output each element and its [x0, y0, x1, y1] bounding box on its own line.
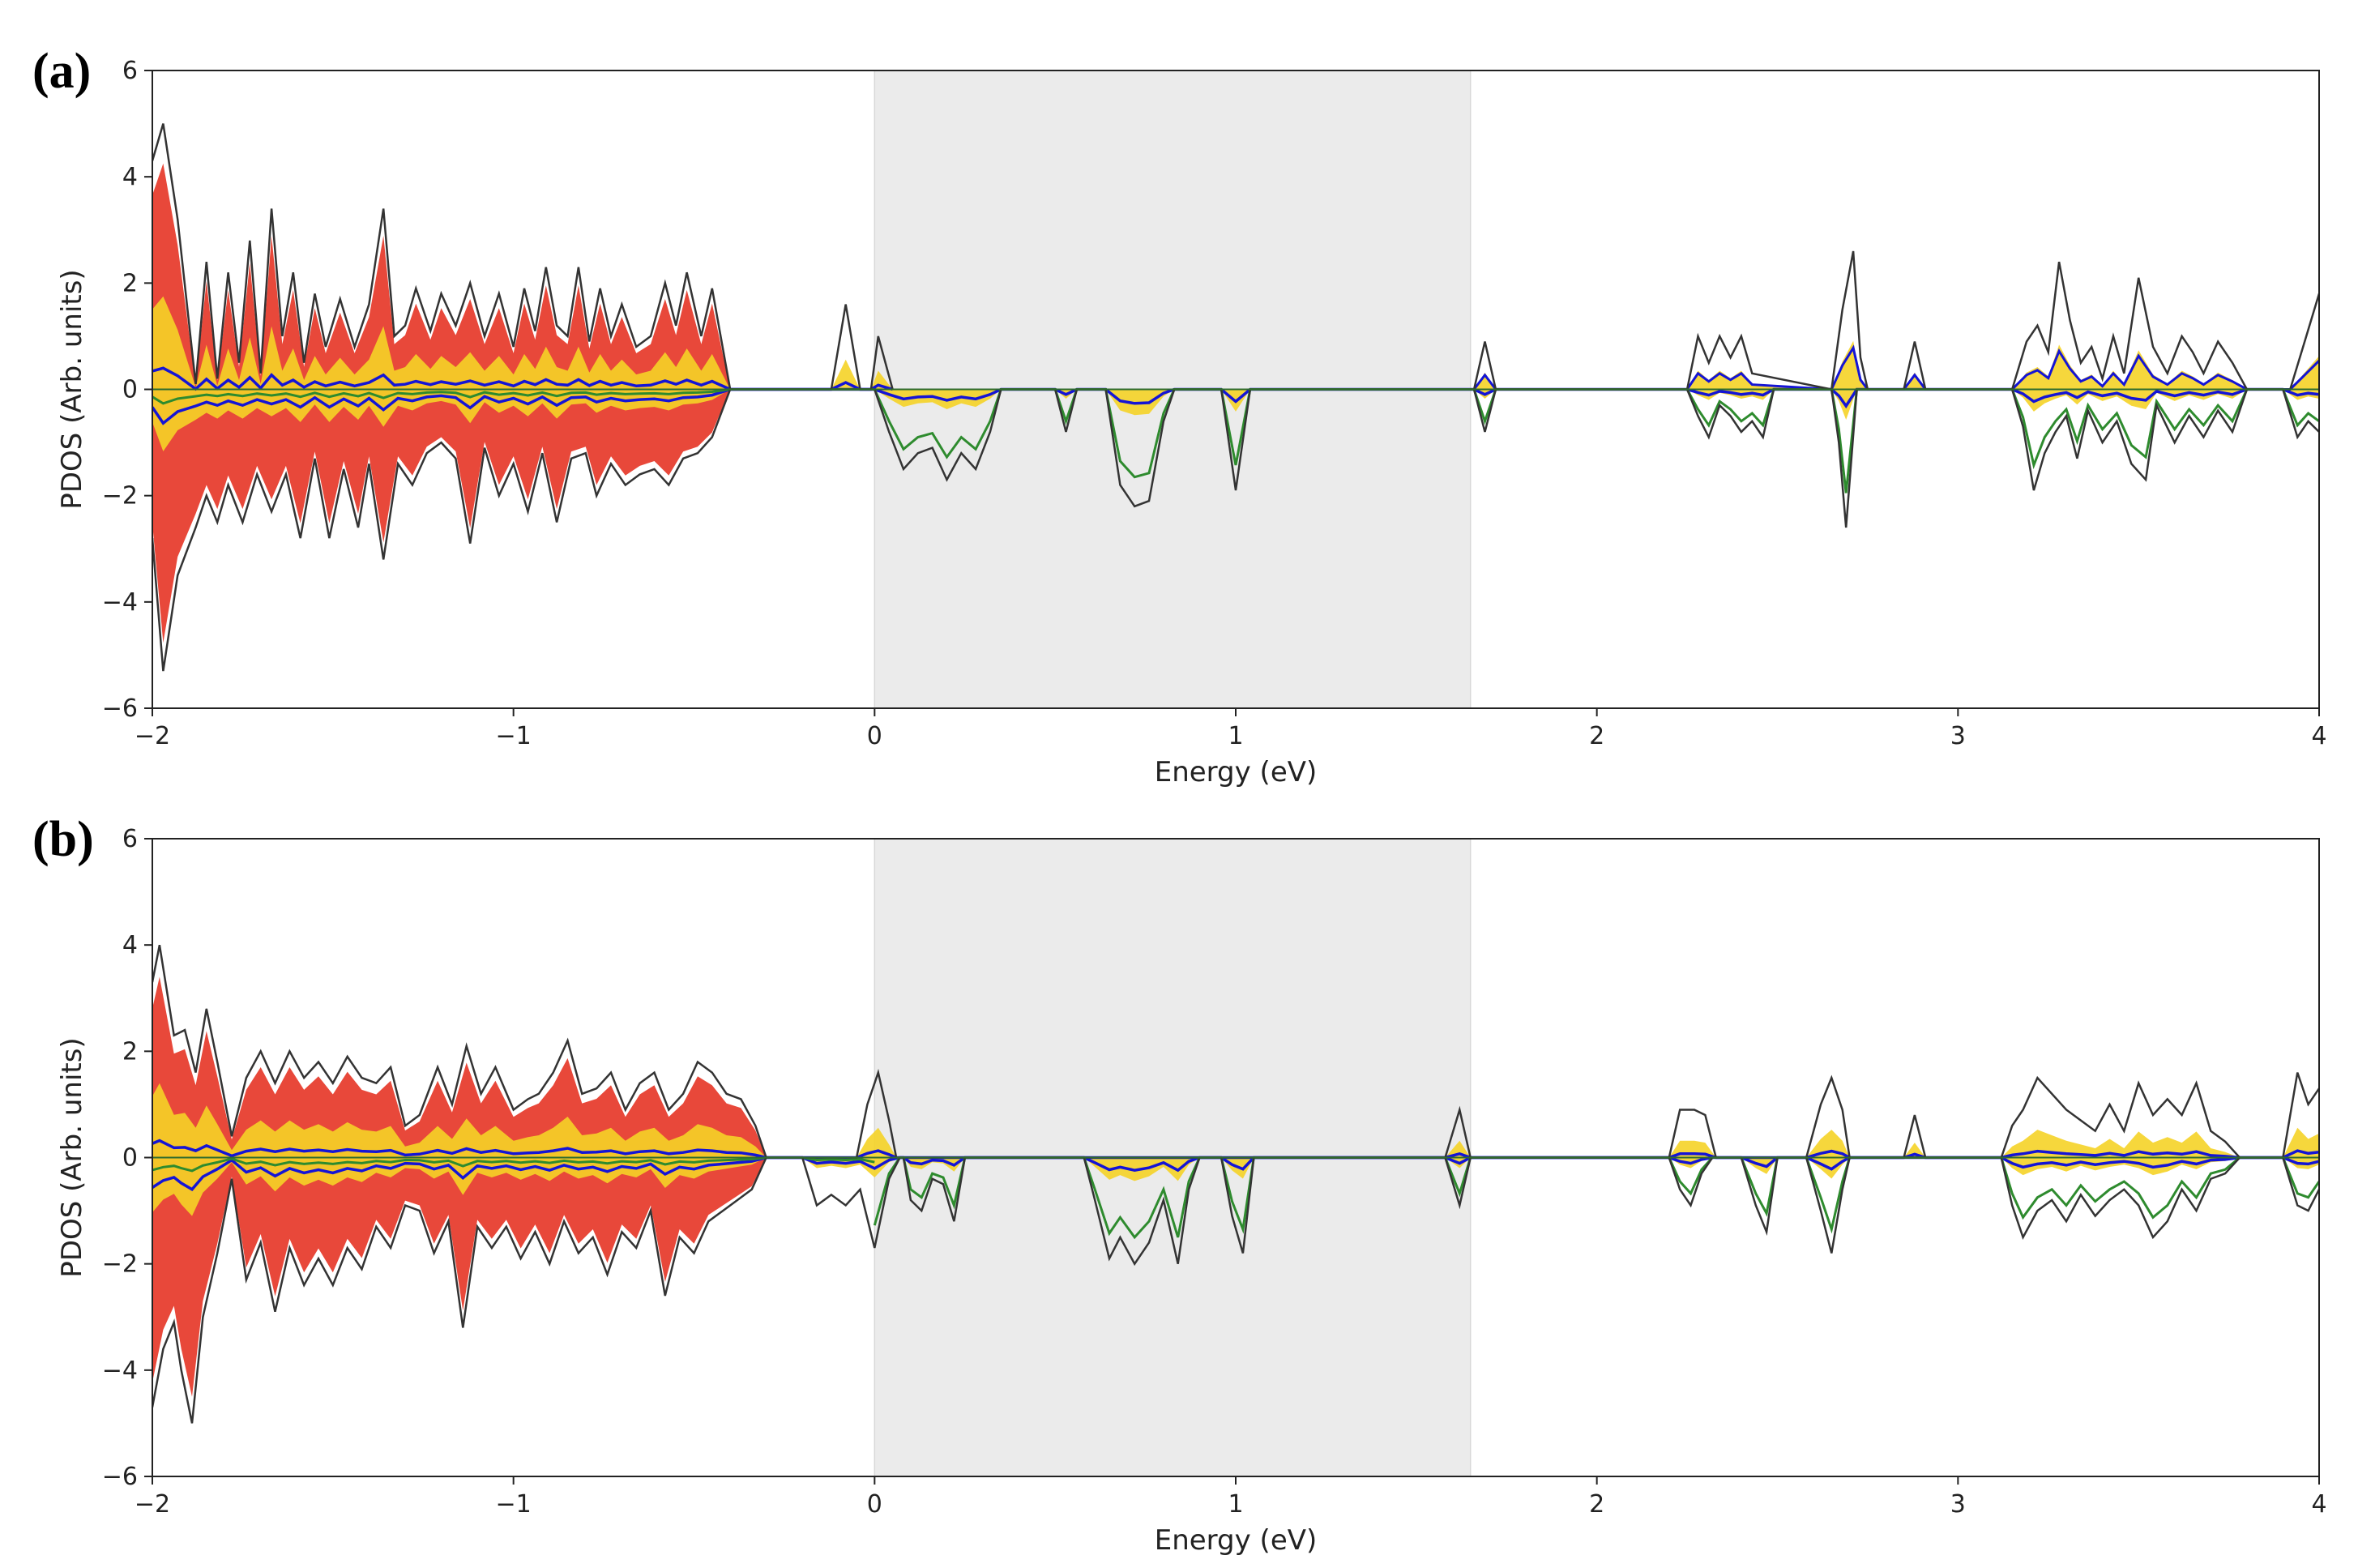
y-tick-label: 2	[122, 1037, 138, 1066]
series-blue-up-cb	[1472, 344, 2319, 391]
series-red-down	[152, 389, 731, 643]
series-blue-up	[152, 366, 894, 391]
panel-a: −2 −1 0 1 2 3 4 −6 −4 −2 0 2 4 6 Energy (eV) PDOS (Arb.…	[32, 44, 2327, 788]
series-total-down	[152, 1156, 2319, 1424]
series-total-up	[152, 944, 2319, 1159]
x-tick-label: 3	[1950, 722, 1966, 750]
y-axis-label: PDOS (Arb. units)	[56, 269, 88, 509]
panel-label: (b)	[32, 812, 94, 867]
y-tick-label: 0	[122, 376, 138, 404]
series-red-up	[152, 163, 731, 390]
x-tick-label: 0	[867, 1490, 882, 1519]
panel-label: (a)	[32, 44, 91, 99]
x-tick-label: 3	[1950, 1490, 1966, 1519]
x-tick-label: 4	[2311, 722, 2326, 750]
x-tick-label: 2	[1589, 1490, 1604, 1519]
y-tick-label: 4	[122, 931, 138, 959]
y-tick-label: 2	[122, 269, 138, 297]
y-tick-label: −6	[102, 1463, 138, 1491]
plot-area	[152, 123, 2319, 672]
y-tick-label: 6	[122, 825, 138, 853]
series-green-vb	[152, 1156, 875, 1173]
x-tick-label: −2	[135, 722, 170, 750]
y-tick-label: 6	[122, 57, 138, 85]
y-tick-label: 0	[122, 1144, 138, 1173]
y-tick-label: −4	[102, 1357, 138, 1385]
x-axis-label: Energy (eV)	[1155, 756, 1318, 788]
x-tick-label: −1	[496, 1490, 532, 1519]
x-axis-label: Energy (eV)	[1155, 1524, 1318, 1557]
series-total-up	[152, 123, 894, 391]
panel-b: −2 −1 0 1 2 3 4 −6 −4 −2 0 2 4 6 Energy (eV) PDOS (Arb.…	[32, 812, 2327, 1557]
y-axis-label: PDOS (Arb. units)	[56, 1037, 88, 1277]
y-tick-label: 4	[122, 163, 138, 191]
y-tick-label: −6	[102, 694, 138, 723]
series-red-up	[152, 976, 767, 1158]
y-tick-label: −4	[102, 588, 138, 617]
x-tick-label: 4	[2311, 1490, 2326, 1519]
x-tick-label: 1	[1228, 1490, 1243, 1519]
series-total-up-cb	[1472, 250, 2319, 391]
x-tick-label: −1	[496, 722, 532, 750]
series-yellow-up-cb	[1474, 340, 2319, 390]
plot-area	[152, 944, 2319, 1424]
x-tick-label: 1	[1228, 722, 1243, 750]
series-green-vb	[152, 388, 875, 405]
series-yellow-up	[152, 296, 893, 390]
x-tick-label: 2	[1589, 722, 1604, 750]
series-yellow-down	[152, 1157, 2319, 1216]
x-tick-label: −2	[135, 1490, 170, 1519]
series-blue-up	[152, 1139, 2319, 1160]
x-tick-label: 0	[867, 722, 882, 750]
y-tick-label: −2	[102, 482, 138, 511]
series-yellow-up	[152, 1083, 2319, 1158]
series-blue-down	[152, 1156, 2319, 1192]
series-red-down	[152, 1157, 767, 1397]
y-tick-label: −2	[102, 1250, 138, 1279]
